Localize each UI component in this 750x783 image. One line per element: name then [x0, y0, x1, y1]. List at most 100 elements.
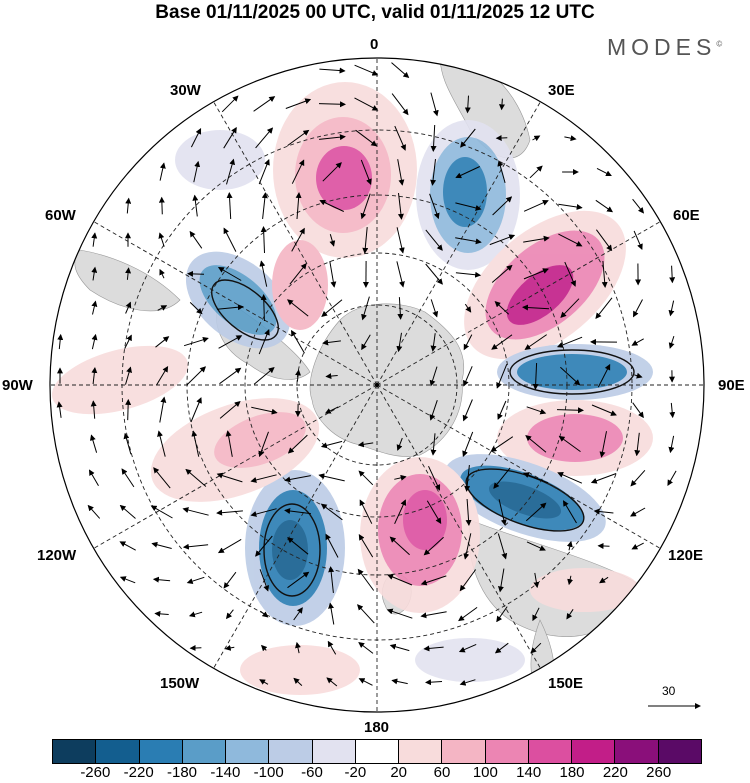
wind-vector-arrow: [464, 465, 471, 492]
wind-vector-arrow: [260, 226, 267, 254]
wind-vector-arrow: [91, 266, 98, 281]
wind-vector-arrow: [125, 267, 132, 280]
wind-vector-arrow: [324, 406, 339, 414]
colorbar-swatch: [53, 740, 96, 763]
wind-vector-arrow: [595, 297, 613, 319]
wind-vector-arrow: [361, 334, 371, 351]
wind-vector-arrow: [455, 202, 482, 211]
wind-vector-arrow: [87, 504, 101, 519]
wind-vector-arrow: [458, 643, 477, 653]
wind-vector-arrow: [430, 333, 437, 352]
wind-vector-arrow: [396, 227, 405, 254]
wind-vector-arrow: [287, 129, 310, 147]
wind-vector-arrow: [634, 432, 641, 457]
copyright-mark: ©: [716, 39, 723, 49]
wind-vector-arrow: [591, 404, 617, 416]
wind-vector-arrow: [522, 304, 550, 311]
wind-vector-arrow: [295, 192, 302, 220]
wind-vector-arrow: [358, 678, 373, 686]
wind-vector-arrow: [396, 437, 403, 451]
wind-vector-arrow: [558, 435, 581, 453]
wind-vector-arrow: [223, 571, 237, 589]
wind-vector-arrow: [293, 677, 303, 686]
wind-vector-arrow: [57, 333, 64, 350]
wind-vector-arrow: [328, 566, 335, 593]
wind-vector-arrow: [459, 569, 477, 592]
wind-vector-arrow: [223, 126, 237, 149]
wind-vector-arrow: [152, 576, 171, 583]
wind-vector-arrow: [159, 396, 167, 423]
wind-vector-arrow: [493, 467, 511, 489]
wind-vector-arrow: [124, 334, 132, 349]
longitude-label-120e: 120E: [668, 547, 704, 564]
longitude-label-90w: 90W: [2, 377, 33, 394]
wind-vector-arrow: [523, 268, 549, 280]
wind-vector-arrow: [259, 260, 268, 287]
wind-vector-arrow: [155, 336, 170, 348]
wind-vector-arrow: [632, 198, 645, 214]
wind-vector-arrow: [564, 135, 577, 142]
wind-vector-arrow: [155, 365, 169, 386]
wind-vector-arrow: [525, 435, 547, 453]
longitude-label-60w: 60W: [45, 207, 76, 224]
wind-vector-arrow: [358, 470, 374, 486]
wind-vector-arrow: [668, 435, 675, 454]
wind-vector-arrow: [357, 441, 374, 448]
wind-vector-arrow: [396, 332, 403, 353]
wind-vector-arrow: [261, 192, 268, 219]
wind-vector-arrow: [217, 266, 242, 281]
wind-vector-arrow: [389, 536, 410, 556]
wind-vector-arrow: [219, 400, 241, 419]
wind-vector-arrow: [429, 366, 438, 387]
wind-vector-arrow: [630, 469, 646, 487]
wind-vector-arrow: [251, 406, 278, 415]
wind-vector-arrow: [430, 159, 437, 186]
wind-vector-arrow: [462, 431, 474, 458]
colorbar-tick-label: -60: [301, 764, 323, 781]
wind-vector-arrow: [633, 299, 643, 318]
wind-vector-arrow: [562, 500, 577, 524]
wind-vector-arrow: [157, 430, 166, 457]
colorbar-swatch: [225, 740, 269, 763]
wind-vector-arrow: [189, 302, 203, 315]
wind-vector-arrow: [89, 469, 99, 487]
wind-vector-arrow: [497, 568, 505, 593]
wind-vector-arrow: [491, 334, 513, 350]
wind-vector-arrow: [250, 474, 277, 483]
longitude-label-150e: 150E: [548, 675, 584, 692]
wind-vector-arrow: [217, 538, 242, 554]
wind-vector-arrow: [362, 227, 369, 254]
wind-vector-arrow: [460, 128, 476, 148]
wind-vector-arrow: [496, 606, 508, 623]
wind-vector-arrow: [357, 604, 375, 624]
wind-vector-arrow: [566, 609, 574, 620]
colorbar-tick-label: 100: [472, 764, 498, 781]
wind-vector-arrow: [463, 366, 473, 387]
wind-vector-arrow: [319, 199, 345, 212]
wind-vector-arrow: [259, 569, 270, 592]
colorbar-ticks: -260 -220 -180 -140 -100 -60 -20 20 60 100 140 180 2…: [52, 765, 702, 783]
wind-vector-arrow: [259, 679, 269, 685]
wind-vector-arrow: [290, 329, 305, 354]
wind-vector-arrow: [669, 265, 676, 284]
wind-vector-arrow: [182, 507, 209, 516]
wind-vector-arrow: [295, 641, 301, 654]
wind-vector-arrow: [464, 303, 472, 313]
wind-vector-arrow: [463, 533, 472, 560]
wind-vector-arrow: [532, 362, 539, 390]
wind-vector-arrow: [391, 678, 408, 685]
wind-vector-arrow: [558, 203, 583, 210]
wind-vector-arrow: [119, 504, 136, 519]
colorbar-tick-label: 260: [646, 764, 672, 781]
wind-vector-arrow: [394, 474, 407, 481]
wind-vector-arrow: [630, 507, 646, 517]
wind-vector-arrow: [524, 334, 547, 350]
wind-vector-arrow: [187, 270, 205, 277]
wind-vector-arrow: [119, 541, 136, 551]
wind-vector-arrow: [322, 339, 341, 346]
wind-vector-arrow: [328, 602, 335, 625]
wind-vector-arrow: [91, 367, 98, 385]
wind-vector-arrow: [359, 499, 373, 524]
wind-vector-arrow: [428, 465, 441, 491]
